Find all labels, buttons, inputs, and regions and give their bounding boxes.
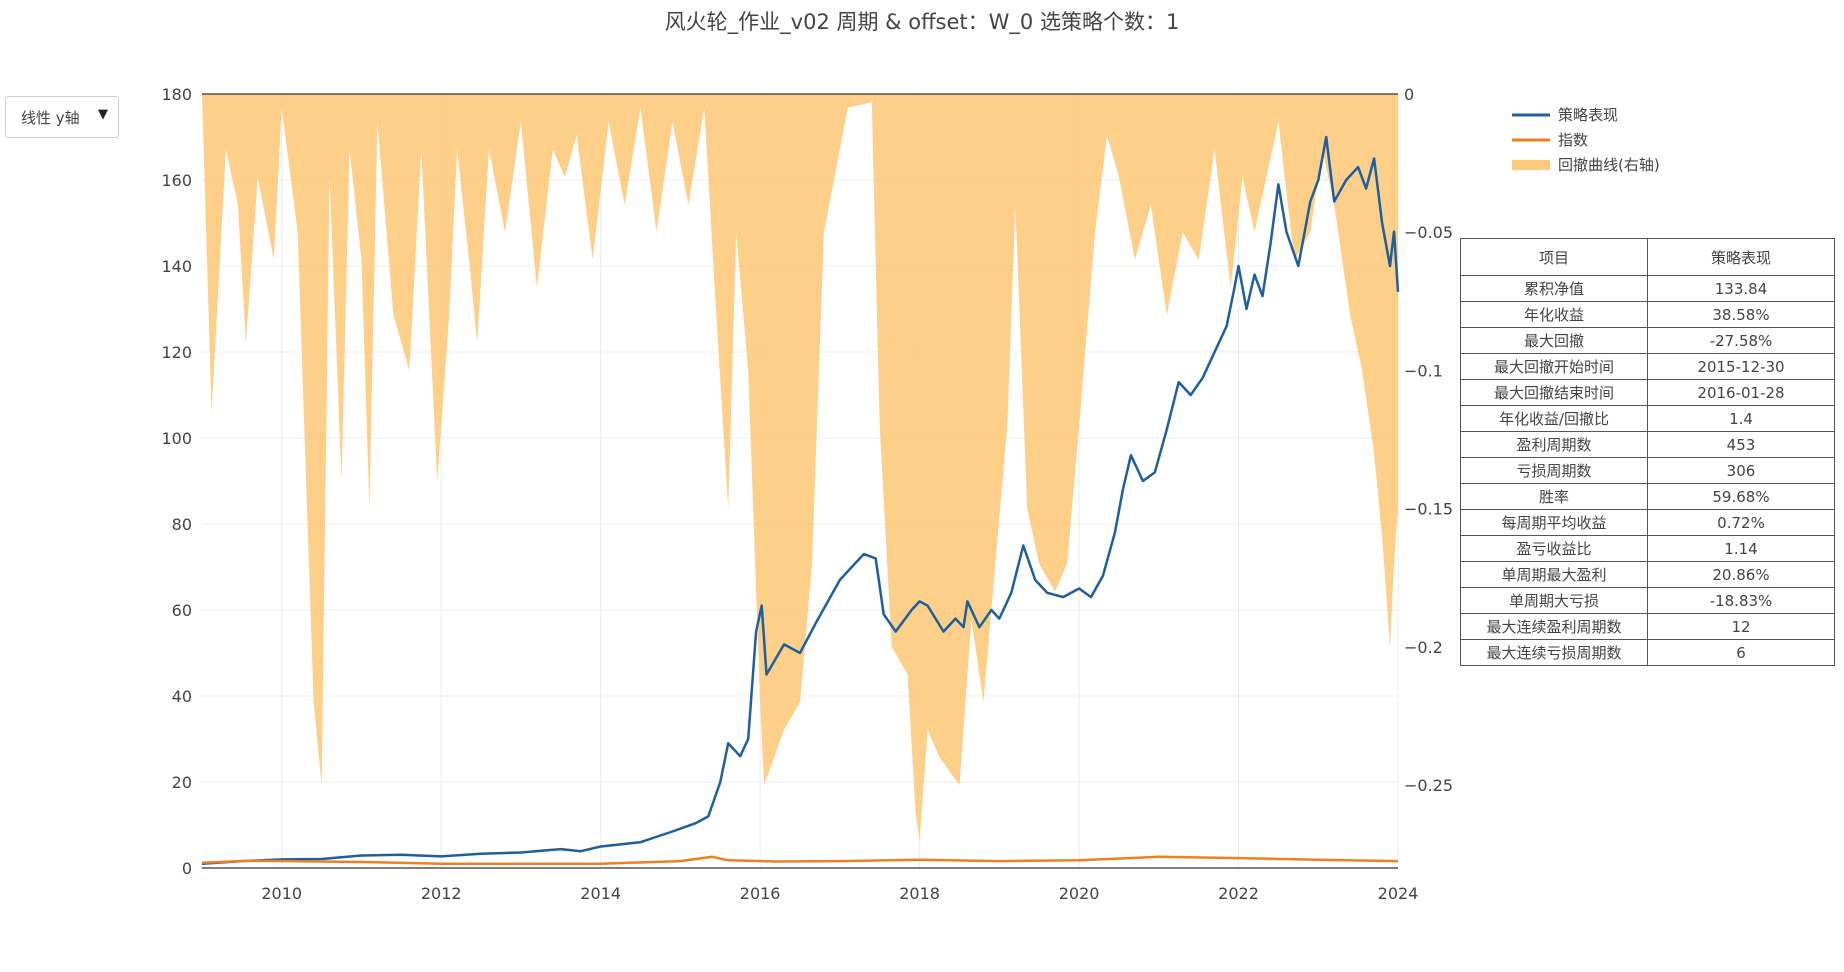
chart-title: 风火轮_作业_v02 周期 & offset：W_0 选策略个数：1 [664,10,1180,34]
stats-cell-label: 最大连续盈利周期数 [1460,613,1648,640]
x-tick-labels: 2010 2012 2014 2016 2018 2020 2022 2024 [261,884,1418,903]
stats-row: 最大连续盈利周期数 12 [1460,613,1835,640]
y-left-tick-label: 140 [161,257,192,276]
stats-header-item: 项目 [1460,238,1648,276]
stats-table: 项目 策略表现 累积净值 133.84 年化收益 38.58% 最大回撤 -27.58… [1460,238,1835,666]
stats-cell-label: 盈亏收益比 [1460,535,1648,562]
y-left-tick-label: 80 [172,515,192,534]
y-right-tick-label: 0 [1404,85,1414,104]
y-left-tick-label: 100 [161,429,192,448]
drawdown-area [202,94,1398,841]
x-tick-label: 2022 [1218,884,1259,903]
stats-row: 盈亏收益比 1.14 [1460,535,1835,562]
stats-cell-value: 20.86% [1647,561,1835,588]
stats-cell-label: 亏损周期数 [1460,457,1648,484]
legend-label-index: 指数 [1558,131,1589,149]
stats-header-row: 项目 策略表现 [1460,238,1835,276]
stats-row: 年化收益/回撤比 1.4 [1460,405,1835,432]
y-left-tick-labels: 0 20 40 60 80 100 120 140 160 180 [161,85,192,878]
x-tick-label: 2012 [421,884,462,903]
triangle-down-icon: ▼ [98,107,108,122]
y-left-tick-label: 60 [172,601,192,620]
x-tick-label: 2018 [899,884,940,903]
index-line [201,855,1399,865]
y-left-tick-label: 120 [161,343,192,362]
y-left-tick-label: 180 [161,85,192,104]
stats-cell-label: 最大回撤结束时间 [1460,379,1648,406]
stats-cell-value: 2015-12-30 [1647,353,1835,380]
y-right-tick-label: −0.15 [1404,500,1453,519]
x-tick-label: 2020 [1059,884,1100,903]
stats-cell-label: 每周期平均收益 [1460,509,1648,536]
legend-label-drawdown: 回撤曲线(右轴) [1558,156,1660,174]
stats-cell-value: 1.4 [1647,405,1835,432]
yscale-dropdown-label: 线性 y轴 [21,108,80,127]
stats-row: 单周期最大盈利 20.86% [1460,561,1835,588]
stats-row: 亏损周期数 306 [1460,457,1835,484]
y-right-tick-label: −0.1 [1404,361,1443,380]
yscale-dropdown[interactable]: 线性 y轴 ▼ [5,96,119,138]
stats-cell-label: 盈利周期数 [1460,431,1648,458]
y-left-tick-label: 0 [182,859,192,878]
legend-swatch-index [1512,138,1550,141]
strategy-line [201,135,1400,865]
x-tick-label: 2014 [580,884,621,903]
legend-rect-drawdown [1512,159,1550,170]
y-right-tick-label: −0.05 [1404,223,1453,242]
stats-row: 最大连续亏损周期数 6 [1460,639,1835,666]
stats-row: 盈利周期数 453 [1460,431,1835,458]
x-tick-label: 2024 [1378,884,1419,903]
legend-swatch-drawdown [1512,159,1550,170]
stats-row: 每周期平均收益 0.72% [1460,509,1835,536]
y-left-tick-label: 40 [172,687,192,706]
stats-cell-label: 单周期大亏损 [1460,587,1648,614]
stats-cell-value: 133.84 [1647,275,1835,302]
legend-label-strategy: 策略表现 [1558,106,1619,124]
axes-layer [202,93,1398,869]
y-right-tick-labels: 0 −0.05 −0.1 −0.15 −0.2 −0.25 [1404,85,1453,795]
stats-row: 年化收益 38.58% [1460,301,1835,328]
y-right-tick-label: −0.25 [1404,776,1453,795]
stats-row: 最大回撤 -27.58% [1460,327,1835,354]
stats-row: 最大回撤结束时间 2016-01-28 [1460,379,1835,406]
y-left-tick-label: 160 [161,171,192,190]
stats-header-value: 策略表现 [1647,238,1835,276]
stats-cell-value: 38.58% [1647,301,1835,328]
stats-cell-value: 6 [1647,639,1835,666]
stats-cell-label: 年化收益/回撤比 [1460,405,1648,432]
legend-item-strategy[interactable]: 策略表现 [1512,102,1660,127]
stats-cell-label: 胜率 [1460,483,1648,510]
x-tick-label: 2016 [740,884,781,903]
stats-cell-value: -18.83% [1647,587,1835,614]
stats-cell-label: 最大连续亏损周期数 [1460,639,1648,666]
stats-cell-label: 单周期最大盈利 [1460,561,1648,588]
stats-cell-label: 年化收益 [1460,301,1648,328]
stats-row: 累积净值 133.84 [1460,275,1835,302]
stats-cell-value: 0.72% [1647,509,1835,536]
stats-cell-value: 2016-01-28 [1647,379,1835,406]
stats-row: 胜率 59.68% [1460,483,1835,510]
stats-cell-value: 59.68% [1647,483,1835,510]
y-left-tick-label: 20 [172,773,192,792]
x-tick-label: 2010 [261,884,302,903]
stats-cell-label: 最大回撤 [1460,327,1648,354]
stats-cell-value: 12 [1647,613,1835,640]
legend-item-drawdown[interactable]: 回撤曲线(右轴) [1512,152,1660,177]
stats-cell-value: 306 [1647,457,1835,484]
stats-cell-label: 累积净值 [1460,275,1648,302]
y-right-tick-label: −0.2 [1404,638,1443,657]
stats-cell-value: -27.58% [1647,327,1835,354]
stats-cell-value: 1.14 [1647,535,1835,562]
stats-row: 单周期大亏损 -18.83% [1460,587,1835,614]
legend-item-index[interactable]: 指数 [1512,127,1660,152]
legend-swatch-strategy [1512,113,1550,116]
stats-row: 最大回撤开始时间 2015-12-30 [1460,353,1835,380]
drawdown-area-layer [202,94,1398,841]
stats-cell-value: 453 [1647,431,1835,458]
series-line-layer [201,135,1400,865]
stats-cell-label: 最大回撤开始时间 [1460,353,1648,380]
legend: 策略表现 指数 回撤曲线(右轴) [1512,102,1660,177]
